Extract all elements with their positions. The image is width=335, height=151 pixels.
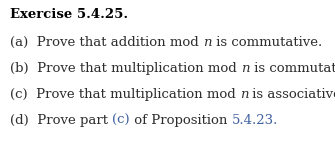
Text: n: n [203, 36, 211, 49]
Text: is commutative.: is commutative. [250, 62, 335, 75]
Text: (d)  Prove part: (d) Prove part [10, 114, 112, 127]
Text: is associative.: is associative. [249, 88, 335, 101]
Text: n: n [240, 88, 249, 101]
Text: Exercise 5.4.25.: Exercise 5.4.25. [10, 8, 128, 21]
Text: 5.4.23.: 5.4.23. [231, 114, 278, 127]
Text: (b)  Prove that multiplication mod: (b) Prove that multiplication mod [10, 62, 241, 75]
Text: (c)  Prove that multiplication mod: (c) Prove that multiplication mod [10, 88, 240, 101]
Text: (a)  Prove that addition mod: (a) Prove that addition mod [10, 36, 203, 49]
Text: of Proposition: of Proposition [130, 114, 231, 127]
Text: (c): (c) [112, 114, 130, 127]
Text: is commutative.: is commutative. [211, 36, 322, 49]
Text: n: n [241, 62, 250, 75]
